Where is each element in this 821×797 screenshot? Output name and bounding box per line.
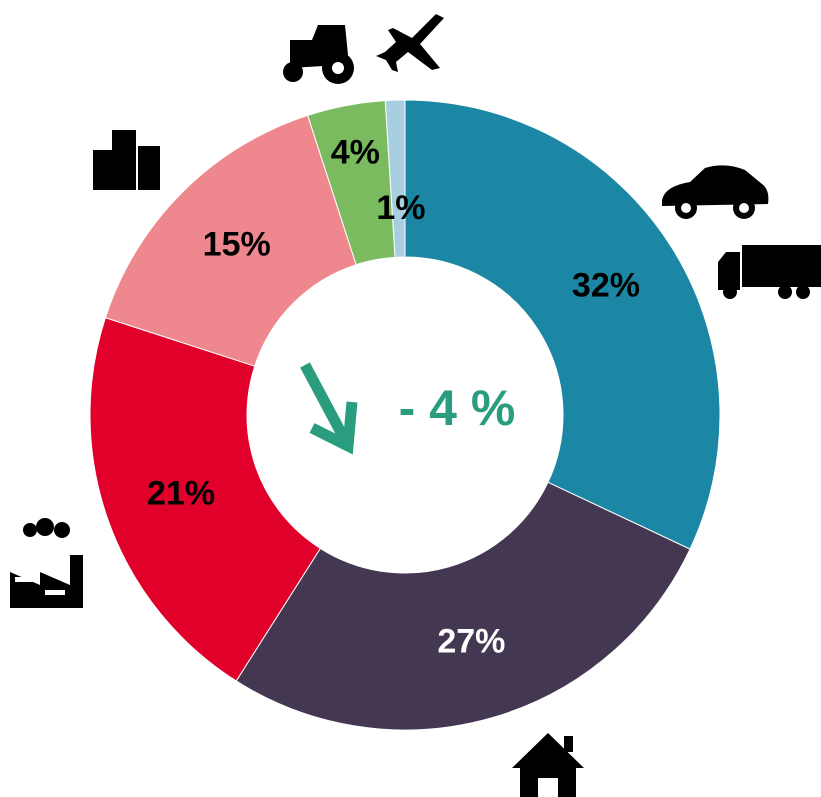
icon-tractor <box>283 25 354 84</box>
icon-car <box>662 165 769 219</box>
slice <box>89 317 322 682</box>
value-label: 1% <box>376 189 425 227</box>
value-label: 15% <box>203 226 271 264</box>
value-label: 27% <box>437 623 505 661</box>
slice <box>404 99 721 550</box>
slice <box>235 481 691 731</box>
donut <box>89 99 721 731</box>
icon-buildings <box>93 130 160 190</box>
value-label: 21% <box>147 475 215 513</box>
value-label: 4% <box>331 134 380 172</box>
icon-plane <box>376 14 444 72</box>
center-arrow <box>300 362 358 455</box>
value-label: 32% <box>572 266 640 304</box>
slice <box>104 114 357 367</box>
icon-factory <box>10 518 83 608</box>
icon-truck <box>718 245 821 299</box>
center-annotation: - 4 % <box>399 380 516 436</box>
slice <box>384 99 406 258</box>
icon-house <box>512 733 584 797</box>
